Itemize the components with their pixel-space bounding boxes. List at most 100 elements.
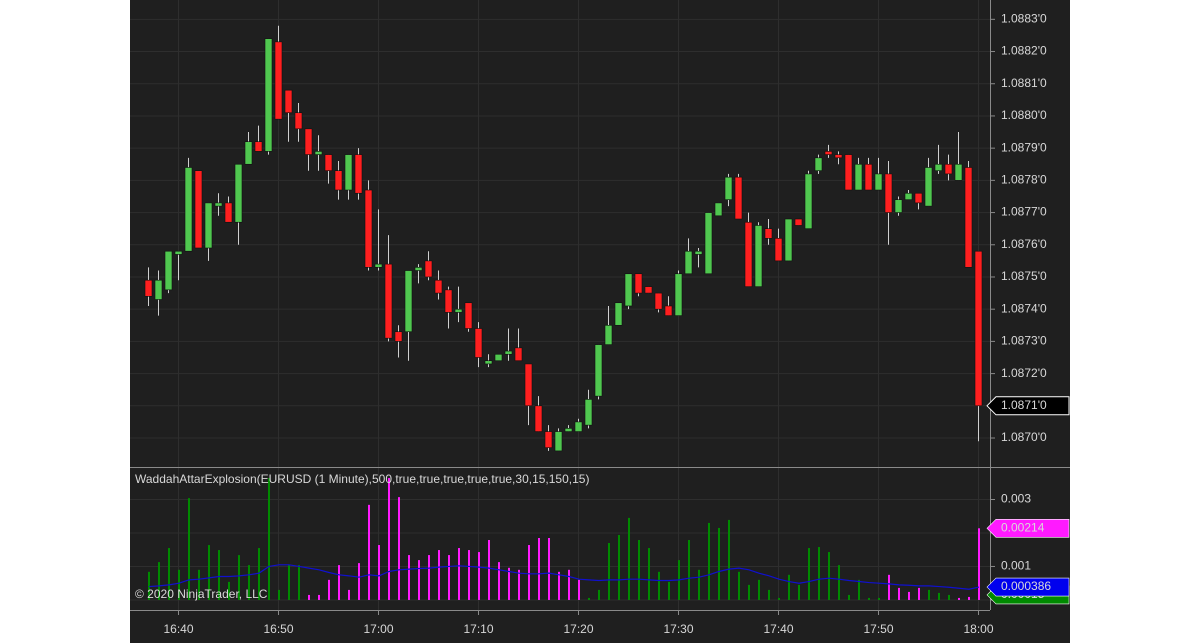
histogram-bar xyxy=(658,571,660,600)
x-tick-label: 17:30 xyxy=(663,622,693,636)
last-value-label: 0.000386 xyxy=(1001,579,1051,593)
histogram-bar xyxy=(428,555,430,600)
candle-body xyxy=(494,353,503,362)
explosion-line xyxy=(148,564,980,590)
candle-body xyxy=(394,331,403,342)
candle-body xyxy=(254,141,263,152)
candle-body xyxy=(724,176,733,200)
last-value-marker xyxy=(986,518,1070,538)
candle-body xyxy=(184,167,193,252)
candle-body xyxy=(364,189,373,268)
candle-body xyxy=(784,218,793,262)
candle-body xyxy=(514,347,523,362)
indicator-title: WaddahAttarExplosion(EURUSD (1 Minute),5… xyxy=(135,472,589,486)
candle-body xyxy=(944,163,953,175)
histogram-bar xyxy=(348,589,350,600)
candle-body xyxy=(214,202,223,207)
histogram-bar xyxy=(858,579,860,600)
histogram-bar xyxy=(188,498,190,600)
x-tick-label: 17:40 xyxy=(763,622,793,636)
histogram-bar xyxy=(878,597,880,600)
last-price-label: 1.0871'0 xyxy=(1001,398,1047,412)
candle-body xyxy=(374,263,383,268)
histogram-bar xyxy=(198,569,200,600)
candle-body xyxy=(294,112,303,130)
histogram-bar xyxy=(148,571,150,600)
marks-layer xyxy=(144,25,983,600)
histogram-bar xyxy=(838,565,840,600)
last-price-marker xyxy=(986,396,1070,416)
histogram-bar xyxy=(738,571,740,600)
candle-body xyxy=(904,192,913,200)
histogram-bar xyxy=(818,547,820,600)
candle-body xyxy=(164,250,173,291)
histogram-bar xyxy=(828,552,830,600)
x-tick-label: 17:20 xyxy=(563,622,593,636)
candle-body xyxy=(754,225,763,287)
candle-body xyxy=(284,89,293,114)
candle-body xyxy=(824,151,833,155)
histogram-bar xyxy=(278,589,280,600)
histogram-bar xyxy=(698,569,700,600)
histogram-bar xyxy=(968,596,970,600)
candle-body xyxy=(684,250,693,275)
histogram-bar xyxy=(718,527,720,600)
histogram-bar xyxy=(908,591,910,600)
y-tick-label: 1.0877'0 xyxy=(1001,205,1047,219)
y-tick-label: 1.0873'0 xyxy=(1001,334,1047,348)
histogram-bar xyxy=(458,548,460,600)
candle-body xyxy=(444,289,453,313)
y-tick-label: 1.0870'0 xyxy=(1001,430,1047,444)
candle-body xyxy=(344,154,353,191)
histogram-bar xyxy=(238,555,240,600)
candle-body xyxy=(714,202,723,217)
y-tick-label: 1.0880'0 xyxy=(1001,108,1047,122)
last-value-label: 0.00214 xyxy=(1001,520,1045,534)
candle-body xyxy=(594,344,603,397)
histogram-bar xyxy=(338,565,340,600)
histogram-bar xyxy=(848,594,850,600)
candle-body xyxy=(264,38,273,152)
histogram-bar xyxy=(398,497,400,600)
histogram-bar xyxy=(768,589,770,600)
candle-body xyxy=(544,431,553,448)
candle-body xyxy=(334,170,343,191)
histogram-bar xyxy=(978,528,980,600)
histogram-bar xyxy=(288,565,290,600)
histogram-bar xyxy=(558,571,560,600)
candle-body xyxy=(554,431,563,452)
candle-body xyxy=(234,163,243,223)
candle-body xyxy=(584,399,593,426)
x-tick-label: 17:10 xyxy=(463,622,493,636)
candle-body xyxy=(644,286,653,294)
y-tick-label: 0.001 xyxy=(1001,559,1031,573)
histogram-bar xyxy=(218,550,220,600)
candle-body xyxy=(814,157,823,171)
candle-body xyxy=(634,273,643,294)
candle-body xyxy=(734,176,743,220)
histogram-bar xyxy=(508,567,510,600)
candle-body xyxy=(674,273,683,316)
candle-body xyxy=(974,250,983,407)
candle-body xyxy=(194,170,203,249)
candle-body xyxy=(914,192,923,204)
histogram-bar xyxy=(728,519,730,600)
histogram-bar xyxy=(528,545,530,600)
x-tick-label: 18:00 xyxy=(963,622,993,636)
histogram-bar xyxy=(378,545,380,600)
histogram-bar xyxy=(928,589,930,600)
histogram-bar xyxy=(168,548,170,600)
histogram-bar xyxy=(518,569,520,600)
candle-body xyxy=(314,151,323,155)
x-tick-label: 17:00 xyxy=(363,622,393,636)
candle-body xyxy=(794,218,803,226)
histogram-bar xyxy=(548,537,550,600)
candle-body xyxy=(404,270,413,333)
histogram-bar xyxy=(228,581,230,600)
histogram-bar xyxy=(328,579,330,600)
candle-body xyxy=(954,163,963,181)
histogram-bar xyxy=(618,534,620,600)
histogram-bar xyxy=(578,579,580,600)
candle-body xyxy=(454,308,463,313)
